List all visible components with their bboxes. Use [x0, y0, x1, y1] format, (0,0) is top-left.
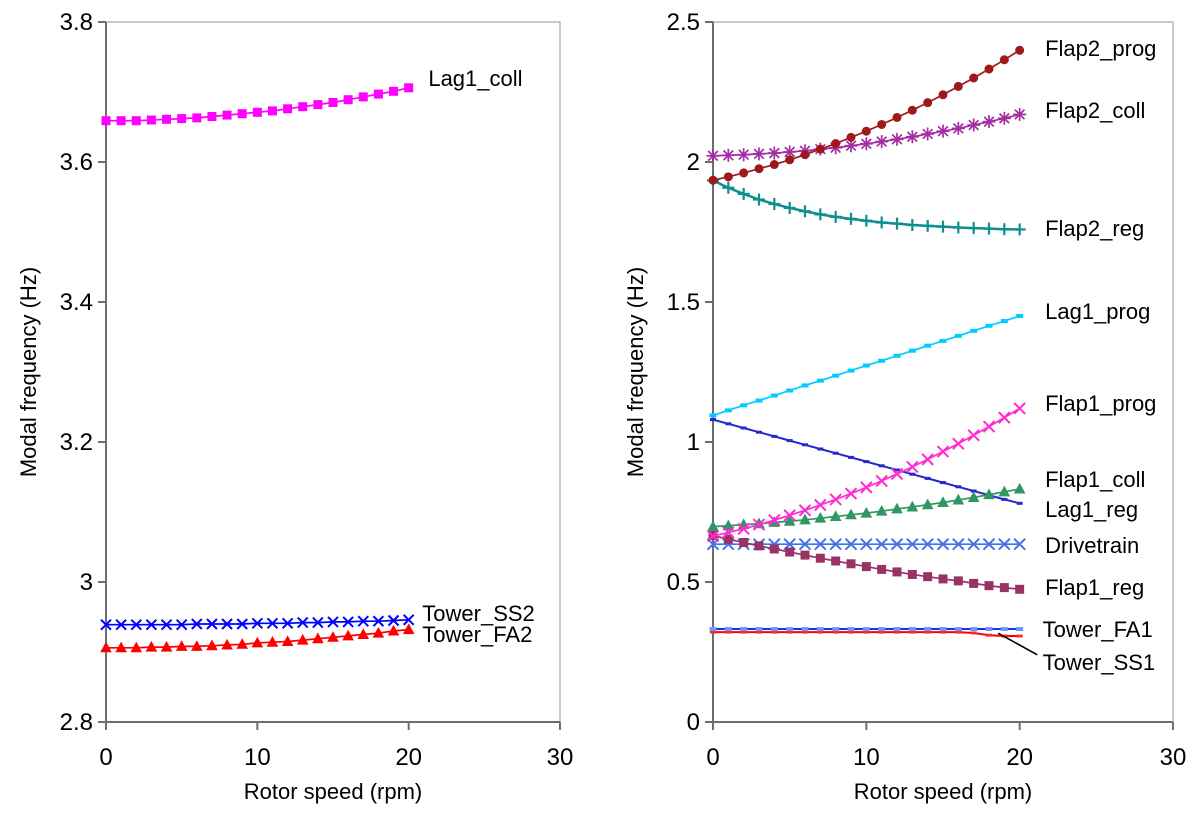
series-label-Tower_SS2: Tower_SS2	[422, 601, 535, 626]
y-tick-label: 1.5	[667, 289, 700, 316]
x-tick-label: 20	[395, 744, 422, 771]
y-tick-label: 3	[80, 569, 93, 596]
y-tick-label: 3.2	[60, 429, 93, 456]
axes: 0 0.5 1 1.5 2 2.5 0 10 20 30	[667, 9, 1187, 771]
series-Tower_FA1: Tower_FA1	[709, 617, 1153, 642]
y-tick-label: 3.8	[60, 9, 93, 36]
y-tick-label: 0	[687, 709, 700, 736]
leader-line	[997, 632, 1038, 656]
series-Flap2_reg: Flap2_reg	[707, 174, 1144, 241]
series-label-Flap1_reg: Flap1_reg	[1045, 575, 1144, 600]
x-tick-label: 30	[1160, 744, 1187, 771]
y-tick-label: 1	[687, 429, 700, 456]
x-tick-label: 10	[853, 744, 880, 771]
series-Lag1_prog: Lag1_prog	[709, 299, 1150, 418]
chart-panel-right: 0 0.5 1 1.5 2 2.5 0 10 20 30 Rotor speed (rpm) Moda…	[623, 9, 1186, 804]
series-Lag1_reg: Lag1_reg	[710, 418, 1138, 522]
x-tick-label: 0	[706, 744, 719, 771]
series-Flap1_prog: Flap1_prog	[706, 391, 1156, 543]
series-label-Flap1_coll: Flap1_coll	[1045, 467, 1145, 492]
series-Drivetrain: Drivetrain	[706, 533, 1139, 558]
series-label-Lag1_coll: Lag1_coll	[428, 66, 522, 91]
x-tick-label: 10	[244, 744, 271, 771]
x-axis-title: Rotor speed (rpm)	[854, 779, 1033, 804]
y-tick-label: 2	[687, 149, 700, 176]
series-Tower_SS1: Tower_SS1	[710, 630, 1156, 675]
series-label-Tower_SS1: Tower_SS1	[1043, 650, 1156, 675]
series-label-Drivetrain: Drivetrain	[1045, 533, 1139, 558]
y-tick-label: 3.6	[60, 149, 93, 176]
series-Flap2_prog: Flap2_prog	[708, 36, 1156, 185]
y-tick-label: 3.4	[60, 289, 93, 316]
x-tick-label: 30	[547, 744, 574, 771]
x-axis-title: Rotor speed (rpm)	[244, 779, 423, 804]
series-label-Flap2_reg: Flap2_reg	[1045, 216, 1144, 241]
x-tick-label: 0	[99, 744, 112, 771]
series-label-Lag1_prog: Lag1_prog	[1045, 299, 1150, 324]
series-label-Lag1_reg: Lag1_reg	[1045, 497, 1138, 522]
series-Tower_SS2: Tower_SS2	[100, 601, 535, 631]
y-tick-label: 2.8	[60, 709, 93, 736]
series-label-Tower_FA2: Tower_FA2	[422, 622, 532, 647]
series-Flap2_coll: Flap2_coll	[706, 98, 1145, 163]
series-Lag1_coll: Lag1_coll	[101, 66, 523, 126]
x-tick-label: 20	[1006, 744, 1033, 771]
axes: 2.8 3 3.2 3.4 3.6 3.8 0 10 20 30	[60, 9, 574, 771]
series-label-Tower_FA1: Tower_FA1	[1043, 617, 1153, 642]
y-tick-label: 2.5	[667, 9, 700, 36]
chart-panel-left: 2.8 3 3.2 3.4 3.6 3.8 0 10 20 30 Rotor speed (rpm)…	[16, 9, 573, 804]
y-axis-title: Modal frequency (Hz)	[623, 267, 648, 477]
series-Tower_FA2: Tower_FA2	[100, 622, 532, 653]
series-label-Flap2_prog: Flap2_prog	[1045, 36, 1156, 61]
y-tick-label: 0.5	[667, 569, 700, 596]
series-label-Flap2_coll: Flap2_coll	[1045, 98, 1145, 123]
y-axis-title: Modal frequency (Hz)	[16, 267, 41, 477]
series-label-Flap1_prog: Flap1_prog	[1045, 391, 1156, 416]
